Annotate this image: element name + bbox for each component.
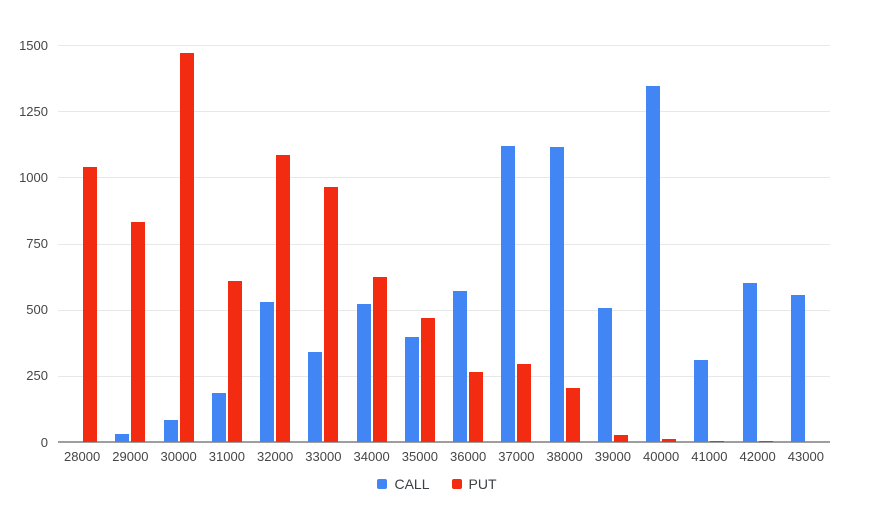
bar-put[interactable] bbox=[758, 441, 773, 442]
x-axis-tick-label: 31000 bbox=[208, 449, 245, 464]
legend-item-put[interactable]: PUT bbox=[451, 476, 497, 492]
y-axis-tick-label: 1250 bbox=[19, 103, 48, 119]
bar-call[interactable] bbox=[597, 308, 612, 442]
bar-call[interactable] bbox=[404, 337, 419, 442]
bar-call[interactable] bbox=[694, 359, 709, 442]
x-axis-tick-label: 36000 bbox=[450, 449, 487, 464]
y-axis-tick-label: 1000 bbox=[19, 169, 48, 185]
bar-call[interactable] bbox=[646, 86, 661, 442]
bar-put[interactable] bbox=[565, 387, 580, 442]
y-axis-tick-label: 0 bbox=[40, 434, 48, 450]
bar-call[interactable] bbox=[163, 419, 178, 442]
call-series-swatch-icon bbox=[377, 479, 388, 489]
gridline bbox=[58, 243, 830, 245]
x-axis-tick-label: 37000 bbox=[498, 449, 535, 464]
bar-put[interactable] bbox=[83, 166, 98, 442]
x-axis-tick-label: 43000 bbox=[787, 449, 824, 464]
bar-put[interactable] bbox=[613, 434, 628, 442]
legend-label-put: PUT bbox=[468, 476, 497, 492]
gridline bbox=[58, 177, 830, 179]
x-axis-tick-label: 29000 bbox=[112, 449, 149, 464]
bar-call[interactable] bbox=[790, 295, 805, 442]
legend-label-call: CALL bbox=[394, 476, 430, 492]
put-series-swatch-icon bbox=[451, 479, 462, 489]
legend-item-call[interactable]: CALL bbox=[377, 476, 430, 492]
bar-put[interactable] bbox=[276, 154, 291, 442]
bar-put[interactable] bbox=[420, 317, 435, 442]
x-axis-tick-label: 34000 bbox=[353, 449, 390, 464]
x-axis-tick-label: 35000 bbox=[401, 449, 438, 464]
y-axis-tick-label: 750 bbox=[26, 236, 48, 251]
y-axis-tick-label: 1500 bbox=[19, 37, 48, 53]
bar-call[interactable] bbox=[742, 283, 757, 442]
legend: CALL PUT bbox=[0, 476, 874, 492]
x-axis-tick-label: 41000 bbox=[691, 449, 728, 464]
y-axis-tick-label: 500 bbox=[26, 302, 48, 318]
bar-call[interactable] bbox=[453, 291, 468, 442]
bar-call[interactable] bbox=[549, 146, 564, 442]
bar-put[interactable] bbox=[662, 438, 677, 442]
bar-call[interactable] bbox=[501, 145, 516, 442]
x-axis-tick-label: 33000 bbox=[305, 449, 342, 464]
bar-call[interactable] bbox=[211, 393, 226, 442]
x-axis-tick-label: 38000 bbox=[546, 449, 583, 464]
x-axis-line bbox=[58, 441, 830, 443]
gridline bbox=[58, 309, 830, 311]
gridline bbox=[58, 111, 830, 113]
bar-call[interactable] bbox=[260, 301, 275, 442]
bar-put[interactable] bbox=[372, 276, 387, 442]
bar-call[interactable] bbox=[115, 434, 130, 442]
bar-put[interactable] bbox=[179, 52, 194, 442]
gridline bbox=[58, 45, 830, 46]
x-axis-tick-label: 32000 bbox=[257, 449, 294, 464]
bar-put[interactable] bbox=[517, 363, 532, 442]
bar-call[interactable] bbox=[356, 304, 371, 442]
x-axis-tick-label: 30000 bbox=[160, 449, 197, 464]
y-axis-tick-label: 250 bbox=[26, 368, 48, 384]
bar-put[interactable] bbox=[469, 371, 484, 442]
x-axis-tick-label: 40000 bbox=[643, 449, 680, 464]
x-axis-tick-label: 39000 bbox=[594, 449, 631, 464]
bar-put[interactable] bbox=[131, 222, 146, 442]
x-axis-tick-label: 28000 bbox=[64, 449, 101, 464]
gridline bbox=[58, 375, 830, 377]
bar-put[interactable] bbox=[227, 280, 242, 442]
bar-call[interactable] bbox=[308, 352, 323, 442]
bar-put[interactable] bbox=[710, 441, 725, 442]
bar-put[interactable] bbox=[324, 186, 339, 442]
x-axis-tick-label: 42000 bbox=[739, 449, 776, 464]
